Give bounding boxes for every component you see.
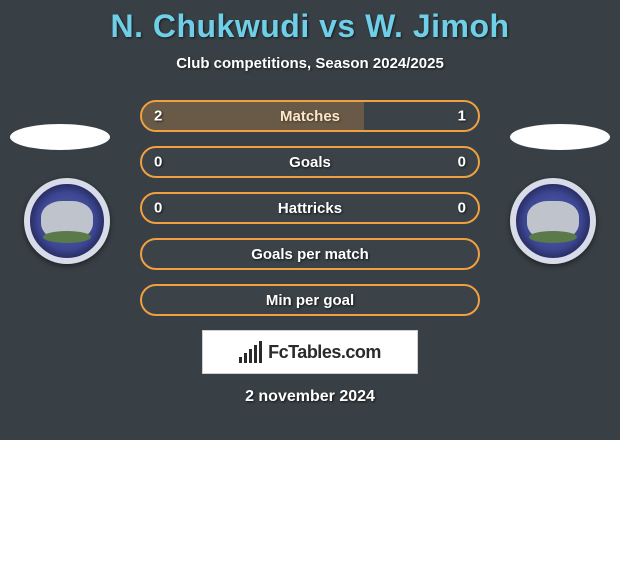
stat-row-goals-per-match: Goals per match (140, 238, 480, 270)
comparison-card: N. Chukwudi vs W. Jimoh Club competition… (0, 0, 620, 440)
stat-rows: 2 Matches 1 0 Goals 0 0 Hattricks 0 Goal… (140, 100, 480, 316)
player-ellipse-right (510, 124, 610, 150)
player-ellipse-left (10, 124, 110, 150)
club-badge-right (510, 178, 596, 264)
branding-bars-icon (239, 341, 262, 363)
subtitle: Club competitions, Season 2024/2025 (0, 55, 620, 72)
club-badge-left (24, 178, 110, 264)
date-stamp: 2 november 2024 (0, 388, 620, 406)
stat-left-value: 0 (154, 200, 162, 217)
branding-box[interactable]: FcTables.com (202, 330, 418, 374)
branding-text: FcTables.com (268, 342, 381, 363)
stat-row-goals: 0 Goals 0 (140, 146, 480, 178)
page-background (0, 440, 620, 580)
stat-label: Hattricks (278, 200, 342, 217)
stat-right-value: 1 (458, 108, 466, 125)
stat-label: Min per goal (266, 292, 354, 309)
stat-label: Goals per match (251, 246, 369, 263)
page-title: N. Chukwudi vs W. Jimoh (0, 0, 620, 45)
stat-row-hattricks: 0 Hattricks 0 (140, 192, 480, 224)
stat-left-value: 2 (154, 108, 162, 125)
stat-row-min-per-goal: Min per goal (140, 284, 480, 316)
stat-right-value: 0 (458, 154, 466, 171)
stat-row-matches: 2 Matches 1 (140, 100, 480, 132)
stat-bar-left (142, 102, 364, 130)
stat-label: Goals (289, 154, 331, 171)
stat-left-value: 0 (154, 154, 162, 171)
stat-right-value: 0 (458, 200, 466, 217)
